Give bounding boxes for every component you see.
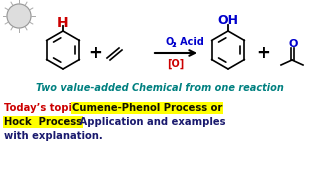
- Text: Application and examples: Application and examples: [76, 117, 226, 127]
- Text: Two value-added Chemical from one reaction: Two value-added Chemical from one reacti…: [36, 83, 284, 93]
- Text: O: O: [288, 39, 298, 49]
- Text: with explanation.: with explanation.: [4, 131, 103, 141]
- Text: 2: 2: [171, 42, 176, 48]
- Text: [O]: [O]: [167, 59, 185, 69]
- Text: Today’s topic:: Today’s topic:: [4, 103, 85, 113]
- Text: Hock  Process: Hock Process: [4, 117, 82, 127]
- Circle shape: [7, 4, 31, 28]
- Text: O: O: [166, 37, 174, 47]
- Text: H: H: [57, 16, 69, 30]
- Text: +: +: [88, 44, 102, 62]
- Text: OH: OH: [218, 14, 238, 26]
- Text: Cumene-Phenol Process or: Cumene-Phenol Process or: [72, 103, 222, 113]
- Text: +: +: [256, 44, 270, 62]
- Text: , Acid: , Acid: [173, 37, 204, 47]
